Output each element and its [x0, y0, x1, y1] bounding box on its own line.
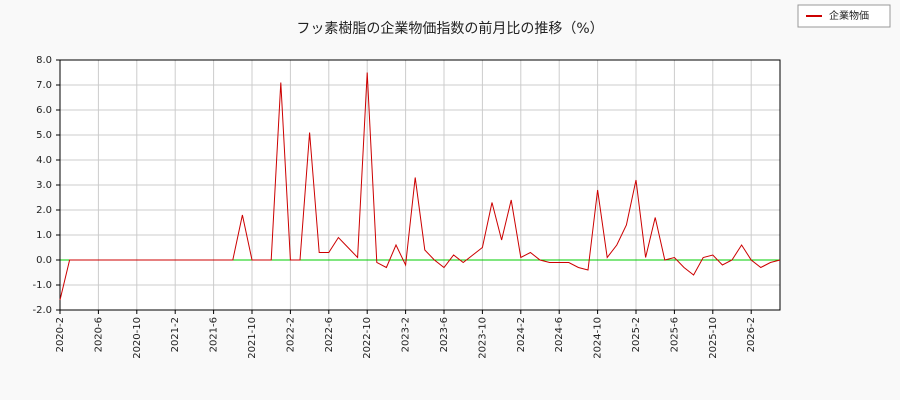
x-tick-label: 2021-2 — [170, 317, 181, 352]
x-tick-label: 2022-10 — [362, 317, 373, 359]
x-tick-label: 2024-6 — [554, 317, 565, 352]
x-tick-label: 2020-10 — [132, 317, 143, 359]
y-tick-label: 5.0 — [36, 130, 52, 141]
x-tick-label: 2024-10 — [593, 317, 604, 359]
x-tick-label: 2025-10 — [708, 317, 719, 359]
y-tick-label: 0.0 — [36, 255, 52, 266]
y-tick-label: 8.0 — [36, 55, 52, 66]
legend-box — [797, 4, 891, 28]
x-tick-label: 2026-2 — [746, 317, 757, 352]
x-tick-label: 2025-6 — [669, 317, 680, 352]
x-tick-label: 2022-6 — [324, 317, 335, 352]
data-line — [59, 72, 781, 301]
legend-label: 企業物価 — [829, 9, 869, 22]
y-tick-label: 6.0 — [36, 105, 52, 116]
x-tick-label: 2022-2 — [285, 317, 296, 352]
y-tick-label: -1.0 — [32, 280, 52, 291]
plot-frame — [59, 59, 781, 311]
y-tick-label: 1.0 — [36, 230, 52, 241]
y-tick-label: 7.0 — [36, 80, 52, 91]
x-tick-label: 2025-2 — [631, 317, 642, 352]
x-tick-label: 2024-2 — [516, 317, 527, 352]
chart-title: フッ素樹脂の企業物価指数の前月比の推移（%） — [296, 20, 603, 37]
x-tick-label: 2023-6 — [439, 317, 450, 352]
x-tick-label: 2023-2 — [401, 317, 412, 352]
y-tick-label: 2.0 — [36, 205, 52, 216]
legend: 企業物価 — [797, 4, 891, 28]
x-tick-label: 2021-6 — [209, 317, 220, 352]
y-tick-label: 3.0 — [36, 180, 52, 191]
x-tick-label: 2023-10 — [477, 317, 488, 359]
y-tick-label: 4.0 — [36, 155, 52, 166]
x-tick-label: 2020-6 — [93, 317, 104, 352]
x-tick-label: 2020-2 — [55, 317, 66, 352]
y-tick-label: -2.0 — [32, 305, 52, 316]
x-tick-label: 2021-10 — [247, 317, 258, 359]
